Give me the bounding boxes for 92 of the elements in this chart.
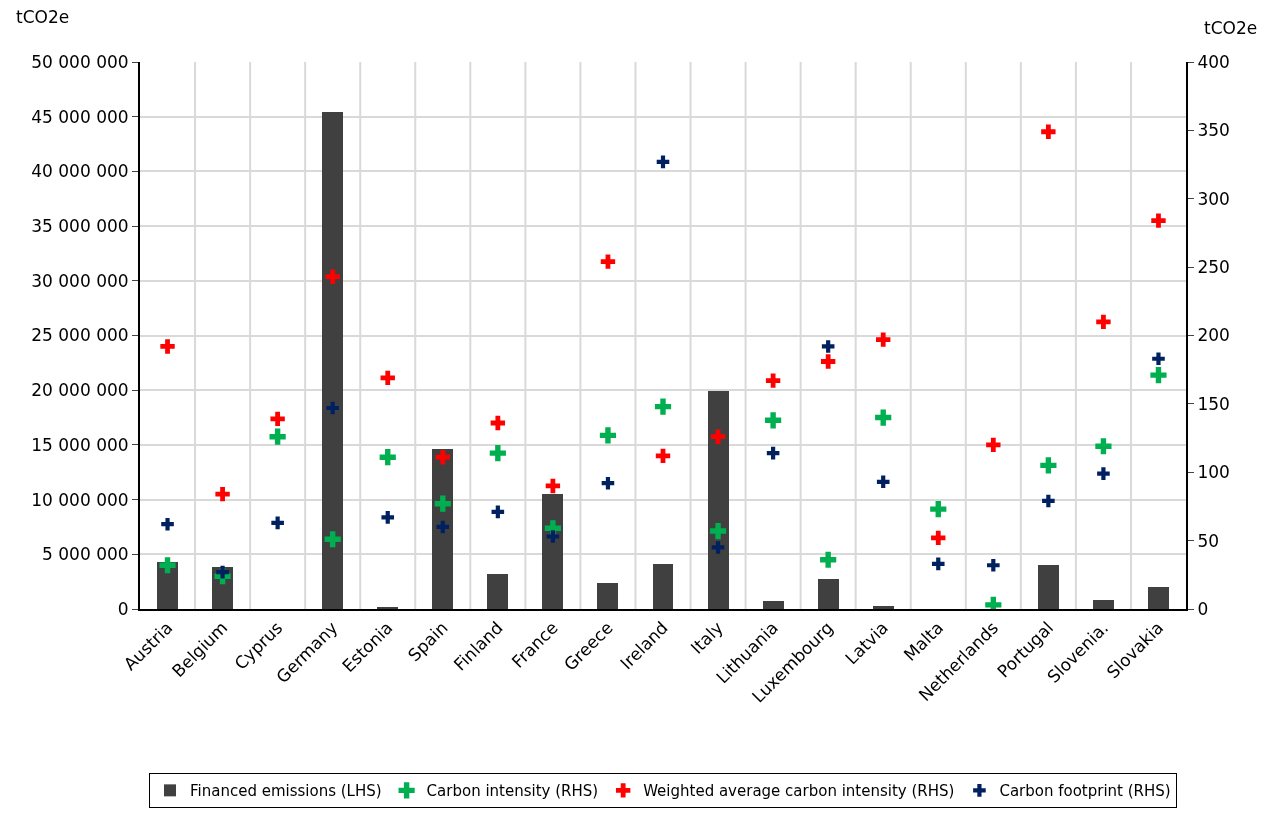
point — [546, 530, 560, 543]
point — [271, 516, 284, 530]
point — [599, 427, 617, 444]
y-tick-label: 40 000 000 — [31, 161, 129, 182]
bar — [763, 601, 784, 609]
point — [709, 522, 727, 540]
bar — [818, 579, 839, 609]
point — [381, 511, 395, 524]
y2-tick-label: 350 — [1197, 120, 1230, 141]
point — [380, 370, 395, 386]
legend-label: Financed emissions (LHS) — [190, 782, 382, 801]
point — [656, 155, 670, 169]
point — [1151, 213, 1166, 228]
point — [1152, 352, 1165, 366]
point — [1042, 494, 1055, 508]
point — [1041, 124, 1056, 139]
y-tick-label: 10 000 000 — [31, 489, 129, 510]
point — [215, 486, 230, 502]
point — [436, 520, 450, 534]
bar — [708, 391, 729, 609]
point — [324, 531, 341, 548]
point — [491, 505, 505, 519]
point — [161, 517, 174, 531]
point — [931, 530, 946, 546]
y2-tick-label: 100 — [1197, 462, 1230, 483]
point — [489, 445, 506, 462]
legend-label: Weighted average carbon intensity (RHS) — [643, 782, 955, 801]
point — [655, 448, 671, 464]
point — [1040, 457, 1057, 474]
point — [1095, 438, 1112, 455]
point — [876, 475, 890, 489]
y2-tick-label: 0 — [1197, 598, 1209, 619]
point — [765, 412, 782, 429]
bar — [487, 574, 508, 609]
point — [435, 450, 450, 465]
bar — [322, 112, 343, 609]
point — [159, 557, 176, 574]
point — [820, 354, 836, 369]
point — [821, 340, 835, 353]
point — [490, 415, 506, 431]
point — [765, 373, 781, 388]
point — [269, 428, 286, 445]
bar — [1093, 600, 1114, 609]
y-tick-label: 20 000 000 — [31, 380, 129, 401]
point — [987, 558, 1000, 572]
bar — [597, 583, 618, 609]
y-tick-label: 30 000 000 — [31, 270, 129, 291]
point — [160, 339, 175, 354]
y2-tick-label: 50 — [1197, 530, 1220, 551]
point — [601, 476, 615, 490]
y-tick-label: 0 — [117, 598, 129, 619]
y2-tick-label: 150 — [1197, 393, 1230, 414]
point — [876, 332, 891, 347]
y2-axis-title: tCO2e — [1204, 18, 1258, 38]
y2-tick-label: 400 — [1197, 51, 1230, 72]
y-axis-title: tCO2e — [16, 7, 70, 27]
y-tick-label: 50 000 000 — [31, 51, 129, 72]
point — [326, 401, 339, 415]
y-tick-label: 35 000 000 — [31, 216, 129, 237]
point — [820, 551, 837, 568]
bar — [1038, 565, 1059, 609]
point — [1096, 314, 1111, 330]
point — [931, 557, 945, 571]
point — [711, 541, 725, 554]
point — [1097, 467, 1110, 480]
point — [216, 565, 229, 579]
point — [766, 446, 780, 460]
point — [1150, 367, 1167, 384]
y-tick-label: 15 000 000 — [31, 434, 129, 455]
legend-label: Carbon intensity (RHS) — [426, 782, 599, 801]
y2-tick-label: 200 — [1197, 325, 1230, 346]
y-tick-label: 25 000 000 — [31, 325, 129, 346]
point — [434, 495, 451, 512]
y2-tick-label: 250 — [1197, 257, 1230, 278]
bar — [542, 494, 563, 609]
point — [270, 411, 285, 427]
point — [545, 478, 561, 494]
point — [710, 429, 726, 444]
bar — [1148, 587, 1169, 609]
legend-label: Carbon footprint (RHS) — [999, 782, 1171, 801]
point — [930, 501, 947, 518]
point — [986, 437, 1001, 453]
point — [654, 398, 672, 415]
point — [325, 269, 340, 284]
bar — [653, 564, 673, 609]
y-tick-label: 45 000 000 — [31, 106, 129, 127]
y2-tick-label: 300 — [1197, 188, 1230, 209]
point — [600, 254, 616, 269]
point — [379, 449, 396, 466]
y-tick-label: 5 000 000 — [42, 544, 129, 565]
bar — [873, 606, 894, 609]
point — [875, 409, 892, 426]
